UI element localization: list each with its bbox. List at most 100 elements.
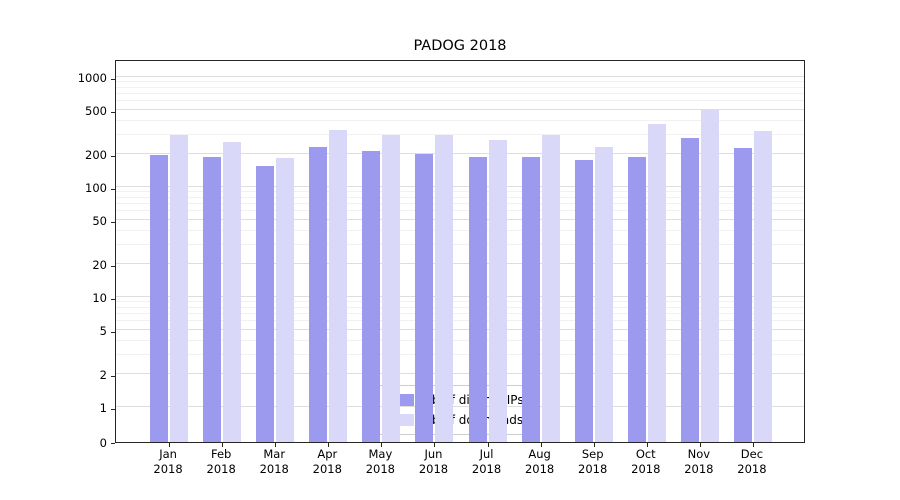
gridline-minor (116, 339, 804, 341)
x-tick-label-sep: Sep 2018 (563, 447, 623, 477)
bar-nb-of-distinct-ips-sep (574, 159, 593, 442)
gridline-minor (116, 320, 804, 322)
y-tick-mark (111, 375, 115, 377)
x-tick-month: Jun (424, 447, 443, 461)
gridline-minor (116, 86, 804, 88)
x-tick-mark (699, 443, 701, 447)
gridline-major (116, 186, 804, 187)
y-tick-label: 500 (85, 104, 107, 119)
x-tick-month: Aug (528, 447, 551, 461)
x-tick-label-jul: Jul 2018 (457, 447, 517, 477)
x-tick-label-jun: Jun 2018 (403, 447, 463, 477)
x-tick-label-jan: Jan 2018 (138, 447, 198, 477)
gridline-major (116, 296, 804, 297)
bar-nb-of-downloads-jan (170, 135, 189, 442)
x-tick-month: Apr (317, 447, 338, 461)
bar-nb-of-downloads-feb (223, 142, 242, 442)
gridline-minor (116, 353, 804, 355)
gridline-minor (116, 196, 804, 198)
gridline-minor (116, 191, 804, 193)
bar-nb-of-distinct-ips-oct (627, 157, 646, 442)
x-tick-label-may: May 2018 (350, 447, 410, 477)
x-tick-month: Feb (210, 447, 232, 461)
bar-nb-of-downloads-may (382, 135, 401, 442)
x-tick-label-dec: Dec 2018 (722, 447, 782, 477)
x-tick-year: 2018 (418, 462, 449, 476)
x-tick-year: 2018 (471, 462, 502, 476)
gridline-minor (116, 133, 804, 135)
x-tick-month: Nov (687, 447, 711, 461)
gridline-major (116, 152, 804, 154)
bar-nb-of-downloads-jul (488, 139, 507, 442)
y-tick-label: 5 (99, 324, 107, 339)
x-tick-year: 2018 (737, 462, 767, 476)
y-tick-label: 1 (99, 401, 107, 415)
x-tick-mark (434, 443, 436, 447)
x-tick-year: 2018 (524, 462, 555, 476)
y-tick-mark (111, 332, 115, 334)
bar-nb-of-distinct-ips-feb (203, 156, 222, 442)
y-tick-mark (111, 409, 115, 410)
x-tick-label-aug: Aug 2018 (510, 447, 570, 477)
x-tick-label-nov: Nov 2018 (669, 447, 729, 477)
gridline-major (116, 109, 804, 111)
x-tick-mark (487, 443, 489, 447)
x-tick-label-mar: Mar 2018 (244, 447, 304, 477)
x-tick-year: 2018 (631, 462, 661, 476)
y-tick-label: 50 (92, 214, 107, 229)
bar-nb-of-distinct-ips-jan (150, 155, 169, 442)
x-tick-month: May (368, 447, 393, 461)
x-tick-label-feb: Feb 2018 (191, 447, 251, 477)
gridline-minor (116, 81, 804, 83)
y-tick-label: 0 (99, 436, 107, 450)
x-tick-year: 2018 (365, 462, 396, 476)
bar-nb-of-distinct-ips-aug (521, 156, 540, 442)
y-tick-label: 20 (92, 257, 107, 272)
plot-area: Nb of distinct IPs Nb of downloads (111, 60, 805, 447)
x-tick-mark (169, 443, 171, 447)
y-tick-mark (111, 222, 115, 224)
bar-nb-of-distinct-ips-dec (733, 147, 752, 442)
x-tick-year: 2018 (312, 462, 342, 476)
x-tick-year: 2018 (259, 462, 289, 476)
x-tick-year: 2018 (684, 462, 714, 476)
y-tick-mark (111, 189, 115, 190)
x-tick-month: Sep (581, 447, 604, 461)
bar-nb-of-distinct-ips-mar (256, 166, 275, 442)
gridline-minor (116, 119, 804, 121)
gridline-minor (116, 229, 804, 231)
y-tick-label: 200 (85, 147, 107, 162)
y-tick-mark (111, 443, 115, 444)
gridline-minor (116, 313, 804, 315)
x-tick-mark (275, 443, 277, 447)
y-tick-label: 1000 (77, 71, 107, 85)
x-tick-label-apr: Apr 2018 (297, 447, 357, 477)
x-tick-label-oct: Oct 2018 (616, 447, 676, 477)
gridline-major (116, 76, 804, 77)
gridline-minor (116, 100, 804, 102)
bar-nb-of-distinct-ips-jun (415, 154, 434, 442)
x-tick-mark (540, 443, 542, 447)
bar-nb-of-downloads-sep (594, 146, 613, 442)
bar-nb-of-distinct-ips-jul (468, 156, 487, 442)
gridline-minor (116, 93, 804, 95)
x-tick-mark (222, 443, 224, 447)
gridline-major (116, 262, 804, 264)
bar-nb-of-downloads-mar (276, 158, 295, 442)
bar-nb-of-downloads-apr (329, 130, 348, 442)
gridline-major (116, 406, 804, 407)
y-tick-mark (111, 299, 115, 300)
bar-nb-of-downloads-jun (435, 134, 454, 442)
gridline-major (116, 329, 804, 331)
x-tick-year: 2018 (206, 462, 236, 476)
gridline-major (116, 372, 804, 374)
y-tick-mark (111, 265, 115, 267)
bar-nb-of-downloads-dec (753, 131, 772, 442)
bar-nb-of-downloads-oct (647, 123, 666, 442)
x-tick-mark (381, 443, 383, 447)
y-tick-label: 2 (99, 367, 107, 382)
chart-title: PADOG 2018 (413, 38, 507, 54)
gridline-minor (116, 301, 804, 303)
bar-nb-of-distinct-ips-apr (309, 147, 328, 442)
